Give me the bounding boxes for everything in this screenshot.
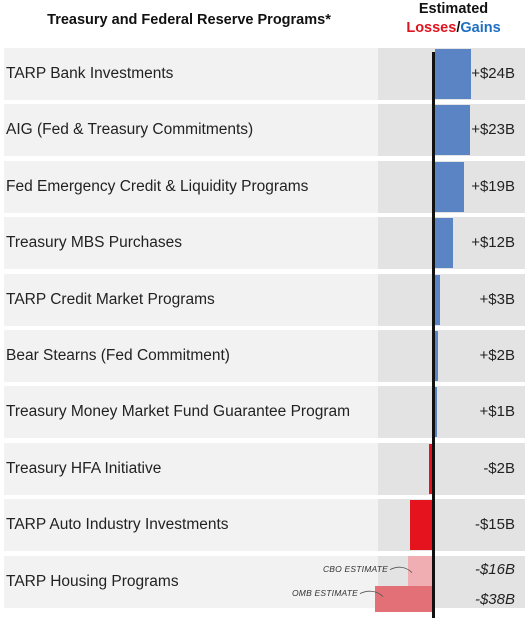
gain-bar (435, 105, 470, 156)
value-label: -$16B (474, 560, 515, 578)
gain-bar (435, 274, 440, 325)
value-label: +$3B (479, 290, 515, 308)
value-label: +$12B (471, 234, 515, 252)
value-band (378, 442, 525, 495)
category-label: Bear Stearns (Fed Commitment) (6, 347, 230, 364)
gain-bar (435, 331, 438, 381)
value-label: -$15B (474, 516, 515, 534)
value-label: -$38B (474, 590, 515, 608)
value-band (378, 386, 525, 439)
gain-bar (435, 49, 471, 99)
zero-axis-line (432, 52, 435, 618)
category-label: Fed Emergency Credit & Liquidity Program… (6, 177, 309, 195)
omb-estimate-note: OMB ESTIMATE (292, 587, 358, 598)
value-label: +$1B (479, 403, 515, 421)
estimated-label: Estimated (418, 1, 489, 17)
cbo-estimate-bar (408, 555, 432, 586)
chart-row: Treasury Money Market Fund Guarantee Pro… (4, 386, 525, 439)
value-band (378, 330, 525, 382)
chart-row: Bear Stearns (Fed Commitment) (4, 330, 525, 382)
loss-bar (409, 500, 432, 551)
slash-label: / (456, 20, 461, 36)
chart-row: TARP Housing Programs (4, 555, 525, 608)
cbo-estimate-note: CBO ESTIMATE (322, 563, 388, 574)
category-label: TARP Bank Investments (6, 65, 174, 82)
losses-gains-label: Losses/Gains (378, 19, 529, 38)
losses-label: Losses (406, 20, 457, 36)
category-label: Treasury Money Market Fund Guarantee Pro… (6, 403, 351, 421)
chart-row: Treasury HFA Initiative (4, 442, 525, 495)
value-label: +$24B (471, 65, 515, 82)
value-band (378, 273, 525, 326)
value-label: +$19B (471, 177, 515, 195)
gain-bar (435, 218, 453, 269)
value-column-header: Estimated Losses/Gains (378, 0, 529, 40)
loss-bar (429, 443, 432, 494)
value-label: +$23B (471, 121, 515, 139)
chart-title: Treasury and Federal Reserve Programs* (47, 12, 331, 28)
category-label: TARP Housing Programs (6, 572, 179, 590)
category-label: AIG (Fed & Treasury Commitments) (6, 121, 254, 139)
gains-label: Gains (460, 20, 501, 36)
category-label: Treasury MBS Purchases (6, 234, 183, 252)
leader-line-path (389, 566, 413, 573)
gain-bar (435, 387, 437, 438)
chart-row: TARP Auto Industry Investments (4, 499, 525, 552)
omb-estimate-bar (375, 585, 432, 612)
category-label: TARP Credit Market Programs (6, 290, 215, 308)
leader-line-path (359, 590, 384, 597)
category-label: Treasury HFA Initiative (6, 459, 162, 477)
value-label: -$2B (483, 459, 515, 477)
gain-bar (435, 161, 464, 212)
category-label: TARP Auto Industry Investments (6, 516, 229, 534)
value-band (378, 499, 525, 552)
value-label: +$2B (479, 347, 515, 364)
